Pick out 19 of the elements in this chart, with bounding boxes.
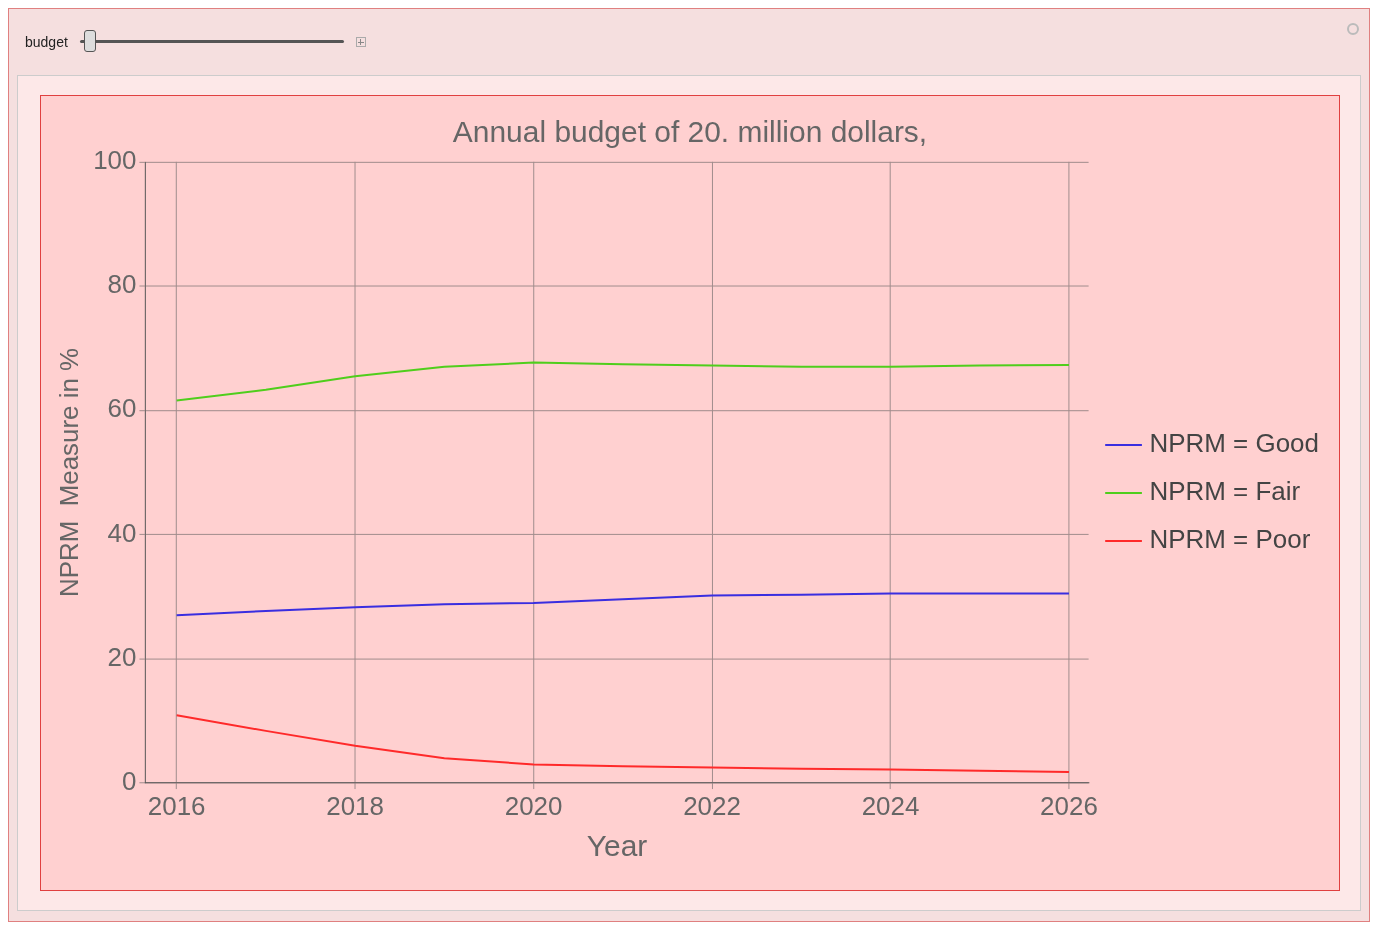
x-tick-label: 2022 bbox=[683, 791, 741, 820]
legend-label: NPRM = Good bbox=[1149, 429, 1319, 458]
x-tick-label: 2024 bbox=[861, 791, 920, 820]
y-tick-label: 100 bbox=[93, 146, 137, 174]
chart-title: Annual budget of 20. million dollars, bbox=[452, 115, 928, 149]
legend-label: NPRM = Fair bbox=[1149, 477, 1301, 506]
x-tick-label: 2026 bbox=[1040, 791, 1098, 820]
text: budget bbox=[25, 34, 68, 50]
y-tick-label: 0 bbox=[121, 767, 137, 796]
y-tick-label: 40 bbox=[107, 518, 137, 547]
y-tick-label: 20 bbox=[107, 642, 137, 671]
y-axis-title: NPRM Measure in % bbox=[54, 347, 83, 598]
legend-label: NPRM = Poor bbox=[1149, 525, 1311, 554]
x-tick-label: 2018 bbox=[326, 791, 384, 820]
x-tick-label: 2020 bbox=[504, 791, 563, 820]
x-tick-label: 2016 bbox=[147, 791, 206, 820]
y-tick-label: 80 bbox=[107, 270, 137, 299]
y-tick-label: 60 bbox=[107, 394, 137, 423]
x-axis-title: Year bbox=[586, 829, 648, 863]
